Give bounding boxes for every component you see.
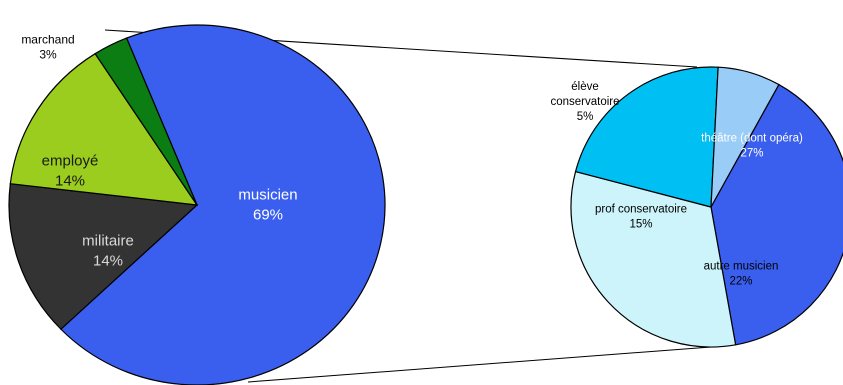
sub-value-label-autre-musicien: 22% — [729, 276, 752, 288]
main-label-marchand: marchand — [21, 33, 74, 47]
sub-slice-eleve-conservatoire — [710, 66, 780, 208]
sub-pie — [570, 66, 843, 348]
main-value-label-marchand: 3% — [39, 48, 57, 62]
sub-label-autre-musicien: autre musicien — [704, 261, 779, 273]
connector-line-bottom — [247, 346, 712, 383]
slice-labels: musicien 69% militaire 14% employé 14% marchan… — [21, 33, 803, 288]
sub-label-prof-conservatoire: prof conservatoire — [595, 204, 687, 216]
main-value-label-employe: 14% — [55, 172, 85, 189]
sub-slice-prof-conservatoire — [574, 66, 719, 208]
main-label-musicien: musicien — [238, 186, 297, 203]
main-value-label-musicien: 69% — [253, 206, 283, 223]
main-slice-musicien — [59, 24, 386, 385]
main-slice-marchand — [94, 37, 198, 206]
main-slice-militaire — [8, 183, 199, 330]
sub-label-theatre-dont-opera: théâtre (dont opéra) — [701, 133, 803, 145]
sub-slice-theatre-dont-opera — [710, 83, 843, 346]
main-label-militaire: militaire — [82, 232, 134, 249]
sub-value-label-prof-conservatoire: 15% — [629, 219, 652, 231]
sub-value-label-eleve-conservatoire: 5% — [577, 111, 594, 123]
sub-value-label-theatre-dont-opera: 27% — [740, 148, 763, 160]
sub-slice-autre-musicien — [570, 170, 737, 348]
main-pie — [8, 24, 386, 385]
sub-label-eleve-conservatoire: élève conservatoire — [550, 81, 619, 108]
main-value-label-militaire: 14% — [93, 252, 123, 269]
main-slice-employe — [9, 52, 199, 206]
main-label-employe: employé — [42, 152, 99, 169]
